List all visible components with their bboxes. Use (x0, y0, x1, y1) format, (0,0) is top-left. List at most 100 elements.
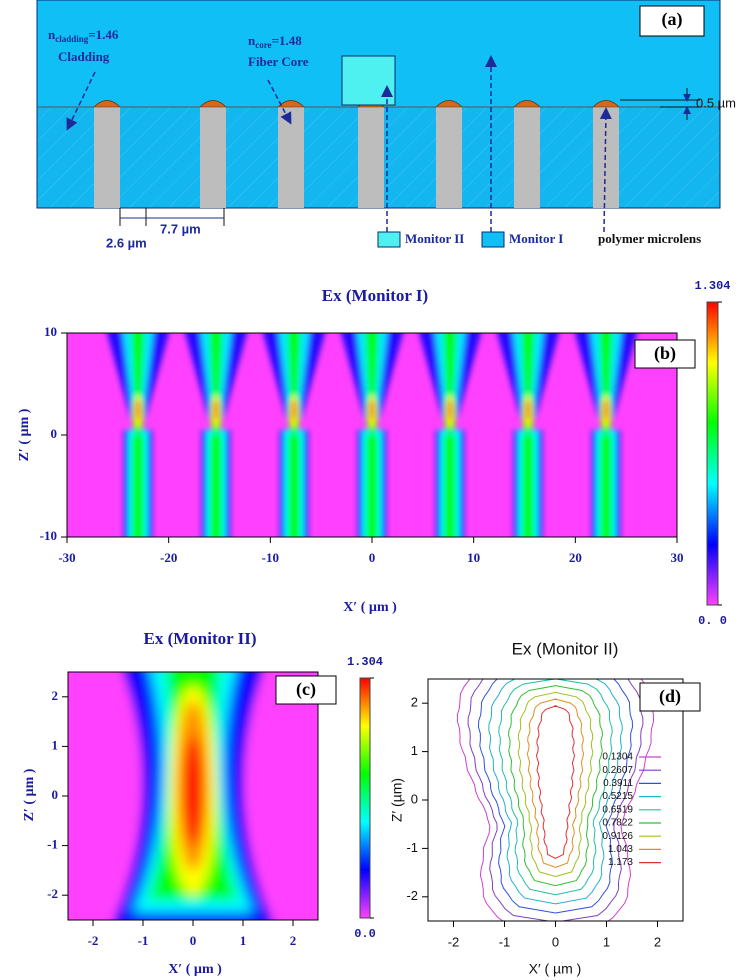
x-tick-label: 2 (290, 933, 297, 948)
y-tick-label: 2 (52, 688, 59, 703)
field-focus (214, 399, 218, 421)
monitor-label: Monitor II (405, 231, 464, 246)
plot-area (67, 333, 677, 537)
x-tick-label: 0 (369, 550, 376, 565)
y-tick-label: 0 (52, 787, 59, 802)
fiber-core (593, 107, 619, 208)
legend-label: 1.043 (608, 844, 633, 855)
subscript: core (255, 40, 271, 50)
legend-label: 0.9126 (602, 831, 633, 842)
x-tick-label: 20 (569, 550, 582, 565)
fiber-core (514, 107, 540, 208)
core-label: Fiber Core (248, 54, 309, 69)
dimension-label: 7.7 µm (160, 221, 201, 236)
y-axis-label: Z′ ( µm ) (17, 408, 32, 461)
fiber-cores (94, 107, 619, 208)
symbol: n (48, 27, 56, 42)
y-tick-label: -1 (47, 837, 58, 852)
colorbar-tick-label: 0.0 (354, 927, 376, 941)
field-core (600, 435, 612, 537)
field-region (183, 736, 203, 846)
y-tick-label: 0 (411, 791, 418, 806)
chart-title: Ex (Monitor I) (322, 286, 428, 305)
panel-label-box (275, 675, 337, 705)
panel-label: (c) (296, 679, 316, 700)
x-tick-label: -1 (499, 934, 511, 949)
x-tick-label: -1 (138, 933, 149, 948)
y-tick-label: 1 (411, 743, 418, 758)
x-axis-label: X′ ( µm ) (168, 962, 222, 977)
panel-label-box (639, 682, 701, 712)
legend-label: 0.1304 (602, 752, 633, 763)
panel-label-box (639, 5, 705, 37)
panel-label-box (634, 339, 696, 369)
microlens-label: polymer microlens (598, 231, 701, 246)
contour-line (456, 679, 655, 921)
x-tick-label: 2 (654, 934, 661, 949)
y-tick-label: 2 (411, 695, 418, 710)
panel: Ex (Monitor II) -2 -1 0 1 2 -2 -1 0 1 2 X′ ( µm ) Z′… (22, 629, 383, 977)
fiber-core (94, 107, 120, 208)
legend-label: 0.3911 (603, 778, 633, 789)
plot-frame (427, 678, 684, 922)
dimension-label: 2.6 µm (106, 235, 147, 250)
microlens (592, 100, 620, 108)
monitor-ii-box (341, 55, 396, 106)
field-core (366, 435, 378, 537)
fiber-core (358, 107, 384, 208)
field-core (210, 435, 222, 537)
arrow (66, 71, 96, 131)
field-focus (136, 399, 140, 421)
plot-background (428, 679, 683, 921)
legend-label: 0.6519 (602, 804, 633, 815)
fiber-core (278, 107, 304, 208)
x-axis-label: X′ ( µm ) (529, 961, 582, 977)
x-tick-label: -30 (58, 550, 75, 565)
y-tick-label: -10 (40, 528, 57, 543)
y-tick-label: -2 (406, 888, 418, 903)
microlens (435, 100, 463, 108)
x-tick-label: 1 (603, 934, 610, 949)
subscript: cladding (55, 34, 89, 44)
x-tick-label: -2 (88, 933, 99, 948)
fiber-core (436, 107, 462, 208)
legend-swatch (377, 231, 401, 248)
arrow (599, 107, 612, 233)
chart-title: Ex (Monitor II) (512, 639, 619, 658)
plot-frame (67, 671, 319, 921)
panel-label: (d) (659, 686, 681, 707)
panel-label: (b) (654, 343, 676, 364)
contour-line (526, 698, 585, 868)
dimension-label: 0.5 µm (696, 95, 736, 110)
dimension-lines (119, 88, 700, 226)
legend-swatch (481, 231, 505, 248)
contour-line (508, 685, 603, 887)
legend-label: 0.2607 (602, 765, 633, 776)
colorbar-tick-label: 1.304 (694, 279, 730, 293)
fiber-core (200, 107, 226, 208)
colorbar-tick-label: 0. 0 (698, 614, 727, 628)
y-tick-label: 10 (44, 324, 57, 339)
field-focus (604, 399, 608, 421)
x-tick-label: 10 (467, 550, 480, 565)
y-tick-label: 1 (52, 737, 59, 752)
y-axis-label: Z′ (µm) (389, 778, 405, 822)
contour-line (467, 679, 644, 921)
field (107, 333, 637, 537)
field-core (444, 435, 456, 537)
colorbar (359, 677, 371, 919)
index-value: =1.48 (272, 33, 303, 48)
panel: Ex (Monitor II) -2 -1 0 1 2 -2 -1 0 1 2 X′ ( µm ) Z′… (389, 639, 701, 977)
x-tick-label: 0 (190, 933, 197, 948)
legend-label: 1.173 (608, 857, 633, 868)
field-core (132, 435, 144, 537)
cladding-label: Cladding (58, 49, 110, 64)
field-focus (370, 399, 374, 421)
x-axis-label: X′ ( µm ) (343, 600, 397, 615)
contour-line (517, 691, 594, 878)
field-focus (292, 399, 296, 421)
microlens (93, 100, 121, 108)
index-value: =1.46 (88, 27, 119, 42)
